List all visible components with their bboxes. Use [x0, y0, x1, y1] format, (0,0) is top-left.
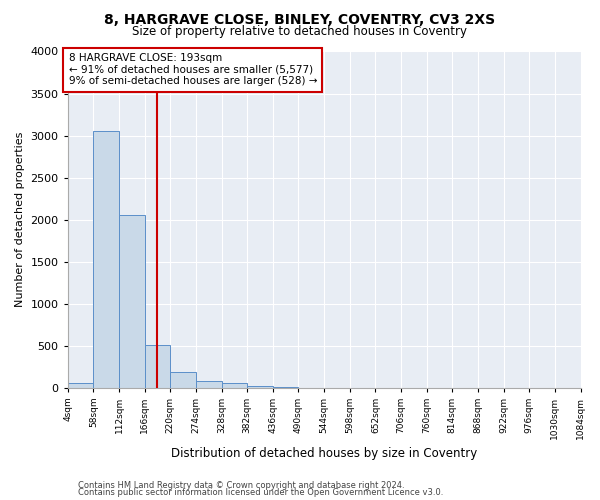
Bar	[221, 383, 247, 388]
Text: Contains public sector information licensed under the Open Government Licence v3: Contains public sector information licen…	[78, 488, 443, 497]
Text: Size of property relative to detached houses in Coventry: Size of property relative to detached ho…	[133, 25, 467, 38]
X-axis label: Distribution of detached houses by size in Coventry: Distribution of detached houses by size …	[171, 447, 477, 460]
Bar	[68, 384, 94, 388]
Bar	[196, 381, 221, 388]
Text: 8, HARGRAVE CLOSE, BINLEY, COVENTRY, CV3 2XS: 8, HARGRAVE CLOSE, BINLEY, COVENTRY, CV3…	[104, 12, 496, 26]
Bar	[119, 216, 145, 388]
Text: Contains HM Land Registry data © Crown copyright and database right 2024.: Contains HM Land Registry data © Crown c…	[78, 480, 404, 490]
Bar	[170, 372, 196, 388]
Y-axis label: Number of detached properties: Number of detached properties	[15, 132, 25, 307]
Bar	[94, 132, 119, 388]
Bar	[247, 386, 273, 388]
Bar	[145, 344, 170, 388]
Text: 8 HARGRAVE CLOSE: 193sqm
← 91% of detached houses are smaller (5,577)
9% of semi: 8 HARGRAVE CLOSE: 193sqm ← 91% of detach…	[68, 53, 317, 86]
